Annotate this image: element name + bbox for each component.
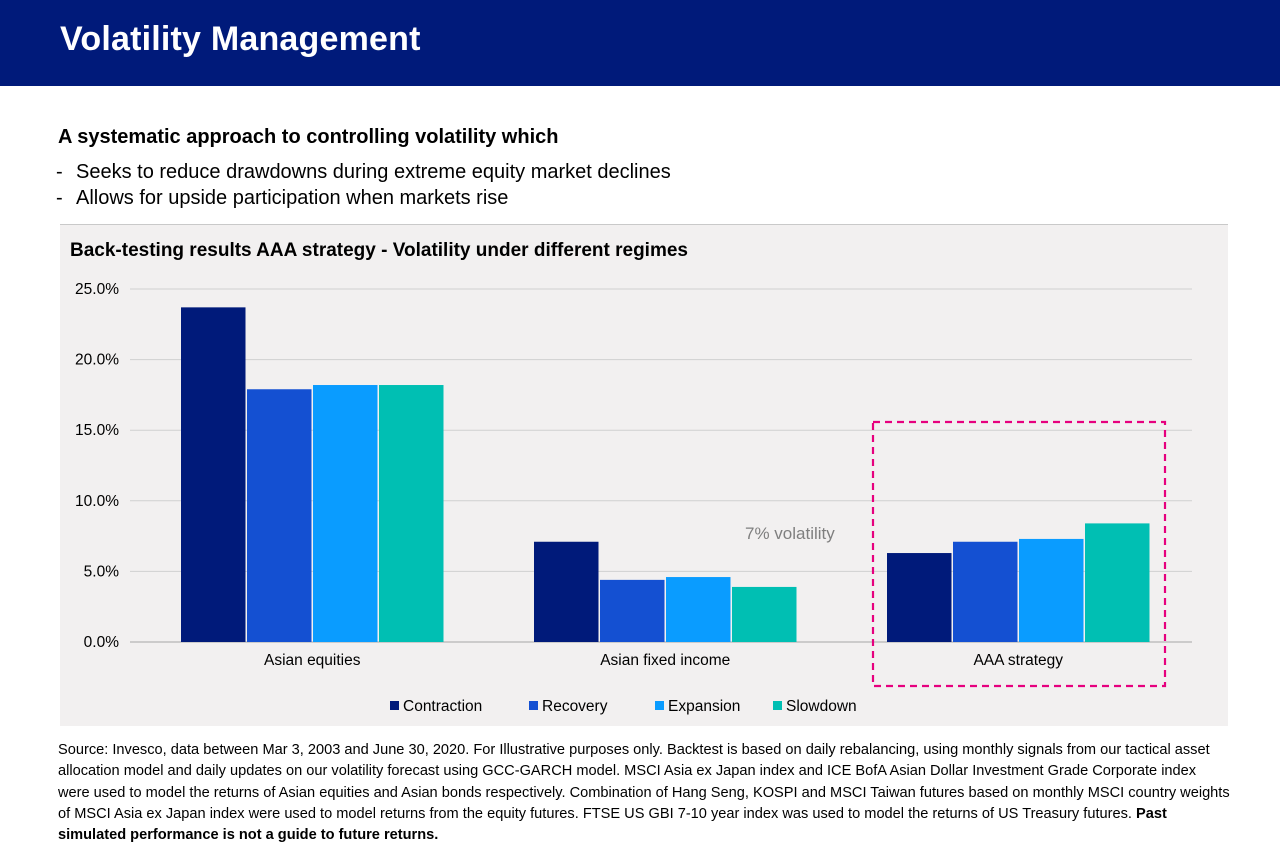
y-tick-label: 10.0% bbox=[75, 493, 119, 510]
bar bbox=[1019, 538, 1084, 642]
footnote-disclaimer: Past simulated performance is not a guid… bbox=[58, 805, 1167, 844]
annotations: 7% volatility bbox=[745, 420, 1167, 688]
bar bbox=[887, 553, 952, 642]
y-axis-labels: 0.0% 5.0% 10.0% 15.0% 20.0% 25.0% bbox=[75, 281, 119, 651]
legend-swatch bbox=[390, 701, 399, 710]
bar bbox=[1085, 523, 1150, 642]
legend-swatch bbox=[529, 701, 538, 710]
legend: Contraction Recovery Expansion Slowdown bbox=[390, 698, 857, 715]
legend-label: Expansion bbox=[668, 698, 740, 715]
bar bbox=[181, 307, 246, 642]
bars bbox=[181, 307, 1150, 642]
highlight-box bbox=[871, 420, 1167, 688]
category-label: Asian equities bbox=[264, 652, 361, 669]
bar bbox=[379, 385, 444, 642]
chart-title: Back-testing results AAA strategy - Vola… bbox=[70, 240, 688, 261]
legend-label: Recovery bbox=[542, 698, 608, 715]
bar bbox=[247, 389, 312, 642]
volatility-annotation: 7% volatility bbox=[745, 524, 835, 543]
bar bbox=[732, 586, 797, 642]
bar bbox=[600, 579, 665, 642]
y-tick-label: 0.0% bbox=[84, 634, 120, 651]
y-tick-label: 15.0% bbox=[75, 422, 119, 439]
legend-swatch bbox=[655, 701, 664, 710]
intro-subtitle: A systematic approach to controlling vol… bbox=[58, 126, 559, 148]
intro-bullet: Allows for upside participation when mar… bbox=[56, 185, 671, 211]
bar bbox=[313, 385, 378, 642]
header-bar: Volatility Management bbox=[0, 0, 1280, 86]
footnote: Source: Invesco, data between Mar 3, 200… bbox=[58, 740, 1230, 846]
legend-label: Slowdown bbox=[786, 698, 857, 715]
intro-bullet: Seeks to reduce drawdowns during extreme… bbox=[56, 159, 671, 185]
category-labels: Asian equities Asian fixed income AAA stra… bbox=[264, 652, 1063, 669]
bar bbox=[953, 541, 1018, 642]
intro-bullet-list: Seeks to reduce drawdowns during extreme… bbox=[56, 159, 671, 211]
footnote-text: Source: Invesco, data between Mar 3, 200… bbox=[58, 742, 1230, 822]
category-label: Asian fixed income bbox=[600, 652, 730, 669]
category-label: AAA strategy bbox=[973, 652, 1063, 669]
legend-swatch bbox=[773, 701, 782, 710]
legend-label: Contraction bbox=[403, 698, 482, 715]
y-tick-label: 5.0% bbox=[84, 563, 120, 580]
page-title: Volatility Management bbox=[60, 20, 421, 58]
bar bbox=[666, 577, 731, 642]
y-tick-label: 25.0% bbox=[75, 281, 119, 298]
y-tick-label: 20.0% bbox=[75, 352, 119, 369]
bar bbox=[534, 541, 599, 642]
